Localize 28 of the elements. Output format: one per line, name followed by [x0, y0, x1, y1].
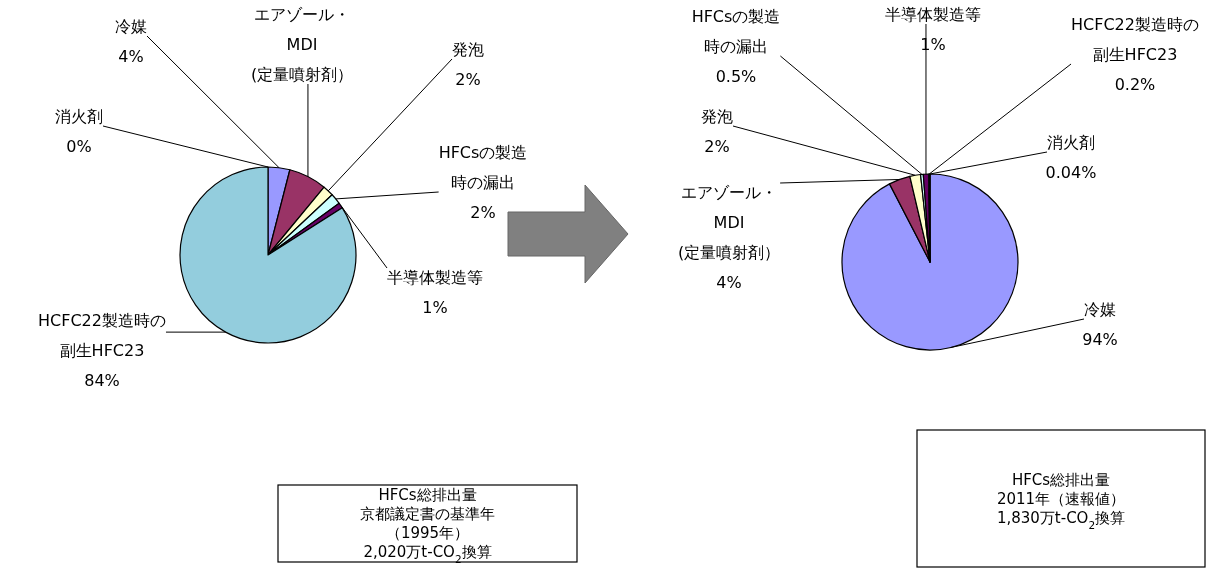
slice-label: HCFC22製造時の副生HFC23 [38, 311, 166, 360]
data-label: 0.5% [715, 67, 757, 86]
slice-label: 発泡 [452, 40, 484, 59]
slice-label: 冷媒 [115, 17, 147, 36]
data-label: 1% [422, 298, 448, 317]
data-label: 2% [704, 137, 730, 156]
slice-label: 冷媒 [1084, 300, 1116, 319]
slice-label: 半導体製造等 [885, 5, 981, 24]
slice-label: HFCsの製造時の漏出 [438, 143, 528, 192]
slice-label: HFCsの製造時の漏出 [691, 7, 781, 56]
text: 0% [66, 137, 92, 156]
slice-label: HCFC22製造時の副生HFC23 [1071, 15, 1199, 64]
slice-label: エアゾール・MDI (定量噴射剤） [677, 183, 781, 262]
data-label: 4% [118, 47, 144, 66]
text: HFCs総排出量2011年（速報値）1,830万t-CO$_{2}$換算 [996, 470, 1126, 531]
category-label: 消火剤 [55, 107, 103, 126]
slice-label: エアゾール・MDI (定量噴射剤） [250, 5, 354, 84]
data-label: 84% [84, 371, 120, 390]
data-label: 94% [1082, 330, 1118, 349]
data-label: 0.2% [1114, 75, 1156, 94]
data-label: 0.04% [1045, 163, 1097, 182]
data-label: 2% [470, 203, 496, 222]
data-label: 4% [716, 273, 742, 292]
slice-label: 半導体製造等 [387, 268, 483, 287]
slice-label: 消火剤 [1047, 133, 1095, 152]
data-label: 1% [920, 35, 946, 54]
data-label: 2% [455, 70, 481, 89]
slice-label: 発泡 [701, 107, 733, 126]
